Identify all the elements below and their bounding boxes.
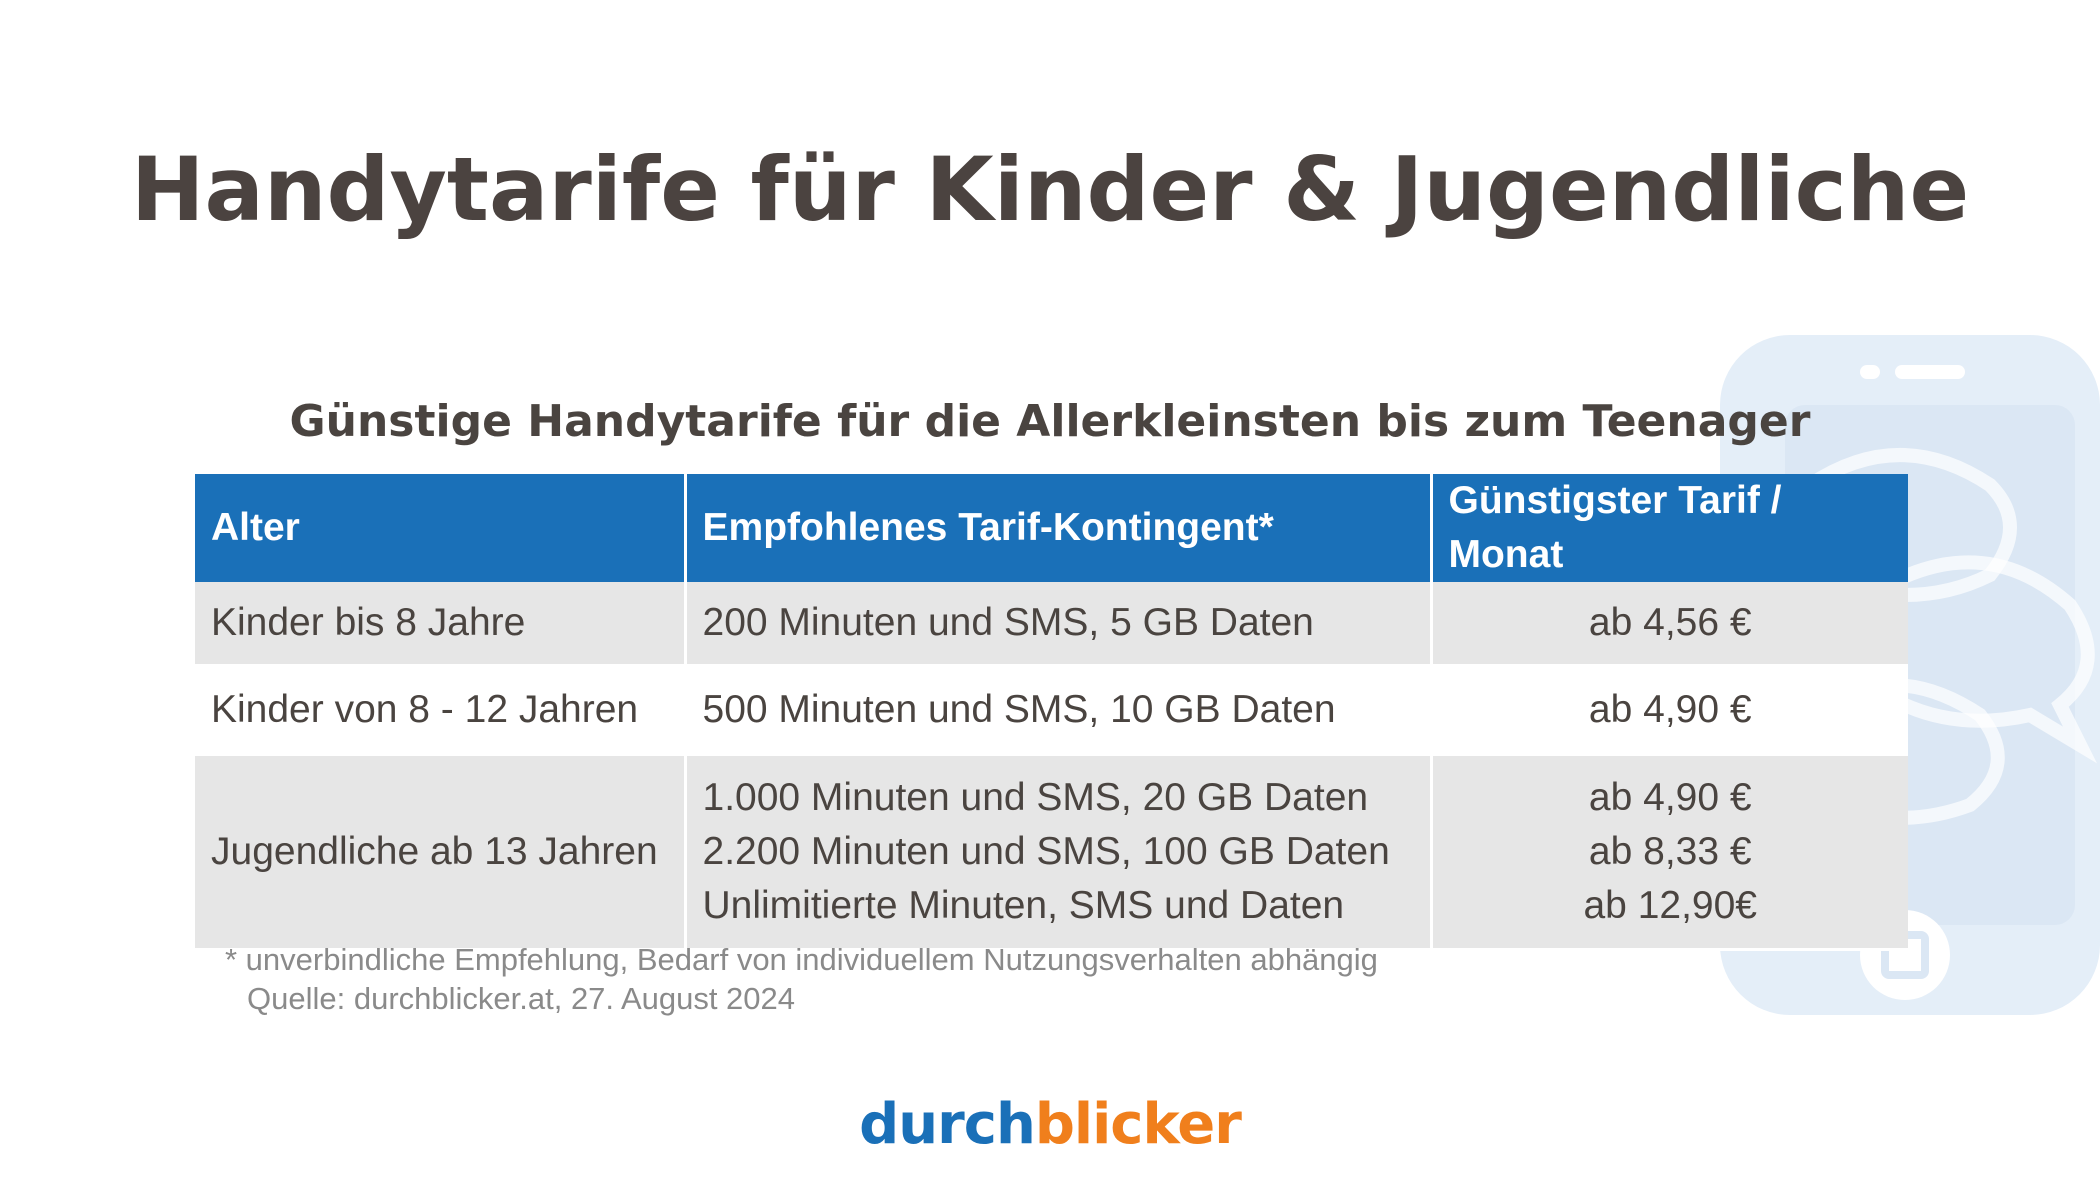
- tariff-table: Alter Empfohlenes Tarif-Kontingent* Güns…: [195, 474, 1908, 951]
- price-cell: ab 4,90 € ab 8,33 € ab 12,90€: [1431, 754, 1908, 951]
- plan-line: 500 Minuten und SMS, 10 GB Daten: [702, 688, 1336, 731]
- durchblicker-logo: durchblicker: [0, 1090, 2100, 1160]
- age-cell: Jugendliche ab 13 Jahren: [195, 754, 687, 951]
- logo-text-durch: durch: [859, 1092, 1036, 1157]
- price-line: ab 4,56 €: [1588, 601, 1752, 644]
- table-row: Kinder von 8 - 12 Jahren 500 Minuten und…: [195, 665, 1908, 756]
- column-header-price: Günstigster Tarif / Monat: [1431, 474, 1908, 582]
- table-header-row: Alter Empfohlenes Tarif-Kontingent* Güns…: [195, 474, 1908, 582]
- price-cell: ab 4,56 €: [1431, 582, 1908, 667]
- age-cell: Kinder bis 8 Jahre: [195, 582, 687, 667]
- page-title: Handytarife für Kinder & Jugendliche: [130, 138, 1970, 241]
- table-subtitle: Günstige Handytarife für die Allerkleins…: [289, 396, 1811, 447]
- column-header-plan: Empfohlenes Tarif-Kontingent*: [685, 474, 1433, 582]
- footnote-note: * unverbindliche Empfehlung, Bedarf von …: [225, 942, 1378, 977]
- plan-line: Unlimitierte Minuten, SMS und Daten: [702, 884, 1345, 927]
- plan-line: 200 Minuten und SMS, 5 GB Daten: [702, 601, 1314, 644]
- age-cell: Kinder von 8 - 12 Jahren: [195, 665, 687, 756]
- plan-cell: 500 Minuten und SMS, 10 GB Daten: [685, 665, 1433, 756]
- price-line: ab 4,90 €: [1588, 688, 1752, 731]
- footnote: * unverbindliche Empfehlung, Bedarf von …: [225, 940, 1378, 1018]
- footnote-source: Quelle: durchblicker.at, 27. August 2024: [247, 981, 796, 1016]
- price-line: ab 8,33 €: [1588, 830, 1752, 873]
- plan-cell: 1.000 Minuten und SMS, 20 GB Daten 2.200…: [685, 754, 1433, 951]
- price-line: ab 12,90€: [1583, 884, 1757, 927]
- table-row: Jugendliche ab 13 Jahren 1.000 Minuten u…: [195, 754, 1908, 951]
- price-line: ab 4,90 €: [1588, 776, 1752, 819]
- table-row: Kinder bis 8 Jahre 200 Minuten und SMS, …: [195, 582, 1908, 667]
- plan-line: 2.200 Minuten und SMS, 100 GB Daten: [702, 830, 1390, 873]
- logo-text-blicker: blicker: [1034, 1092, 1242, 1157]
- plan-line: 1.000 Minuten und SMS, 20 GB Daten: [702, 776, 1369, 819]
- column-header-age: Alter: [195, 474, 687, 582]
- plan-cell: 200 Minuten und SMS, 5 GB Daten: [685, 582, 1433, 667]
- price-cell: ab 4,90 €: [1431, 665, 1908, 756]
